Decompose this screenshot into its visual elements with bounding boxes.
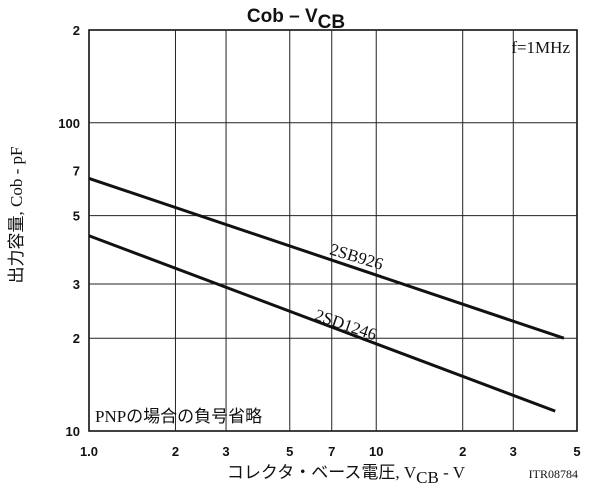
series-line-2sb926	[88, 176, 565, 340]
note-annotation: PNPの場合の負号省略	[95, 407, 262, 426]
figure-id: ITR08784	[529, 467, 578, 481]
x-tick-label: 5	[573, 444, 580, 459]
series-lines	[88, 176, 565, 413]
y-tick-label: 10	[66, 424, 80, 439]
y-tick-label: 2	[73, 331, 80, 346]
x-tick-label: 10	[369, 444, 383, 459]
y-tick-label: 2	[73, 23, 80, 38]
x-axis-label-unit: - V	[439, 463, 466, 482]
x-tick-label: 7	[328, 444, 335, 459]
x-axis-label-subscript: CB	[416, 468, 439, 487]
x-tick-label: 1.0	[80, 444, 98, 459]
x-tick-labels: 1.0 2 3 5 7 10 2 3 5	[80, 444, 581, 459]
grid-lines	[89, 30, 577, 431]
x-tick-label: 3	[510, 444, 517, 459]
plot-frame	[88, 29, 578, 432]
x-tick-label: 2	[172, 444, 179, 459]
x-tick-label: 5	[286, 444, 293, 459]
y-axis-label: 出力容量, Cob - pF	[7, 147, 26, 284]
x-tick-label: 2	[459, 444, 466, 459]
x-axis-label: コレクタ・ベース電圧, VCB - V	[227, 463, 466, 487]
y-tick-label: 7	[73, 164, 80, 179]
y-tick-label: 100	[58, 116, 80, 131]
chart-title-subscript: CB	[318, 12, 345, 33]
condition-annotation: f=1MHz	[511, 38, 570, 57]
chart-title: Cob – VCB	[247, 6, 345, 33]
x-tick-label: 3	[222, 444, 229, 459]
series-line-2sd1246	[88, 234, 556, 413]
y-tick-label: 3	[73, 277, 80, 292]
y-tick-labels: 10 2 3 5 7 100 2	[58, 23, 80, 439]
y-tick-label: 5	[73, 209, 80, 224]
